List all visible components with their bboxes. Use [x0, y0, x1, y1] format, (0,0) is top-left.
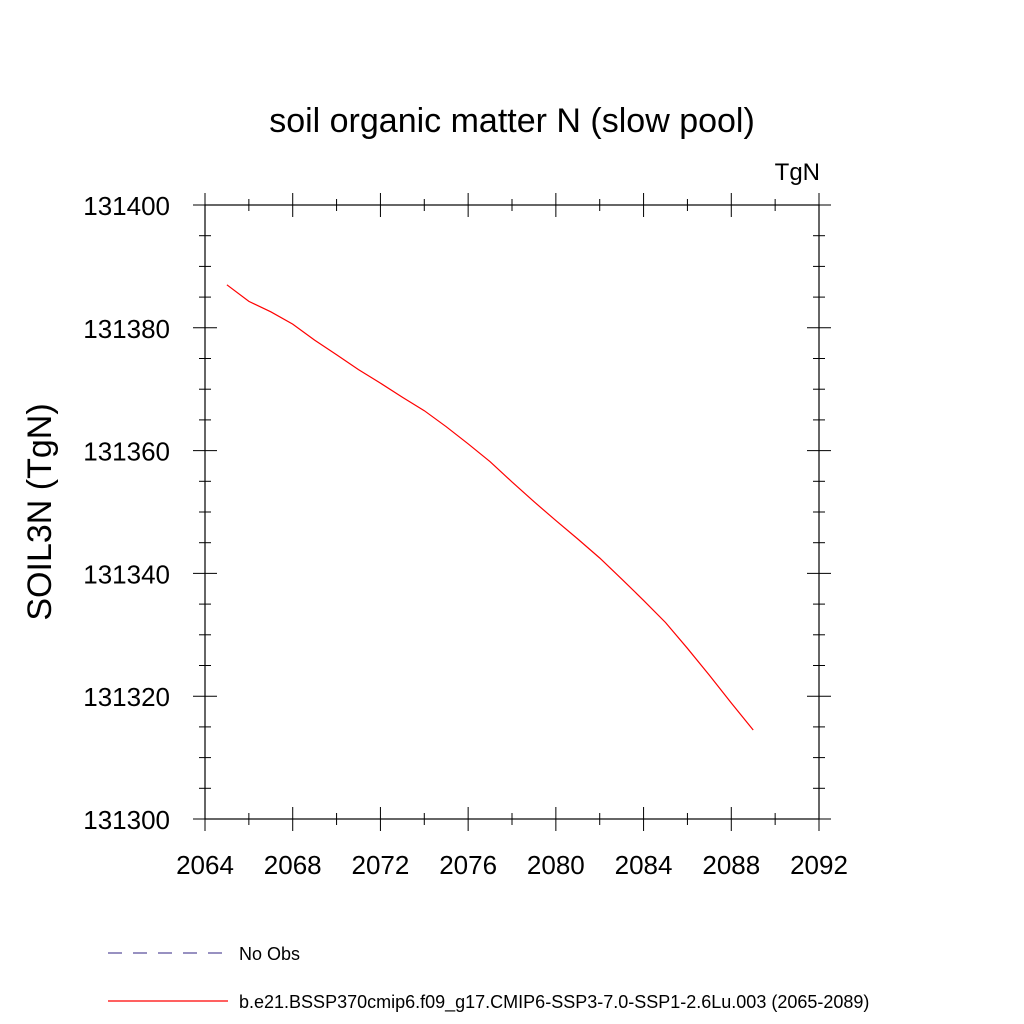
- x-tick-label: 2088: [702, 850, 760, 880]
- x-tick-label: 2080: [527, 850, 585, 880]
- x-tick-label: 2064: [176, 850, 234, 880]
- y-tick-label: 131360: [83, 437, 170, 467]
- legend-label: b.e21.BSSP370cmip6.f09_g17.CMIP6-SSP3-7.…: [239, 992, 869, 1013]
- legend-label: No Obs: [239, 944, 300, 964]
- y-tick-label: 131380: [83, 314, 170, 344]
- series-layer: [226, 284, 754, 731]
- plot-frame: [204, 204, 820, 820]
- x-tick-label: 2068: [264, 850, 322, 880]
- series-line: [226, 284, 754, 731]
- y-tick-label: 131400: [83, 191, 170, 221]
- y-tick-label: 131340: [83, 559, 170, 589]
- axis-ticks: [193, 193, 831, 831]
- chart-title: soil organic matter N (slow pool): [269, 102, 755, 140]
- units-label: TgN: [775, 159, 820, 186]
- y-tick-label: 131320: [83, 682, 170, 712]
- legend: No Obs b.e21.BSSP370cmip6.f09_g17.CMIP6-S…: [108, 944, 869, 1013]
- x-tick-label: 2072: [352, 850, 410, 880]
- x-tick-label: 2084: [615, 850, 673, 880]
- y-axis-label: SOIL3N (TgN): [21, 403, 59, 620]
- x-tick-label: 2092: [790, 850, 848, 880]
- x-tick-label: 2076: [439, 850, 497, 880]
- y-tick-label: 131300: [83, 805, 170, 835]
- axis-tick-labels: 2064 2068 2072 2076 2080 2084 2088 2092 131300 13…: [83, 191, 848, 880]
